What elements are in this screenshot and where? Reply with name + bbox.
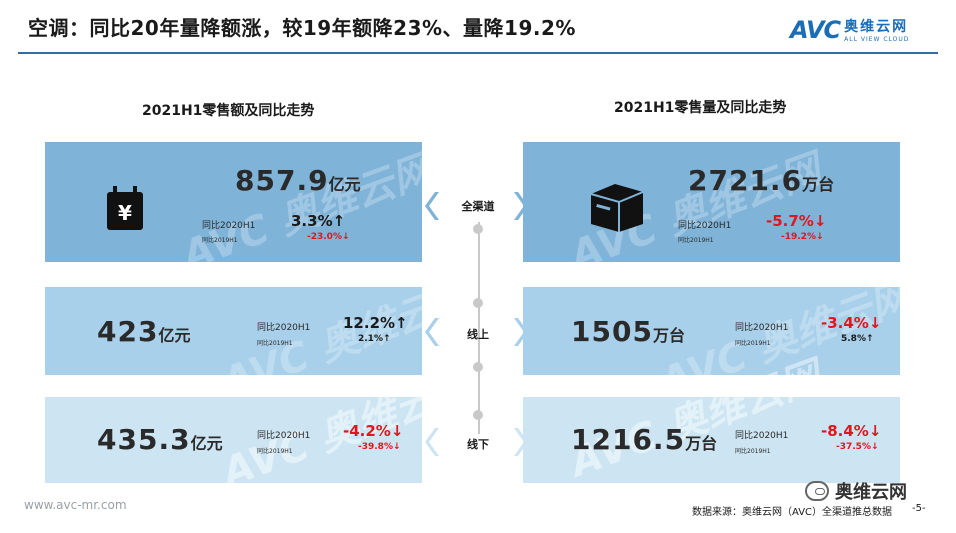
watermark: AVC 奥维云网 xyxy=(176,146,439,280)
chevron-left-icon xyxy=(425,192,439,220)
sales-offline-yoy2020-label: 同比2020H1 xyxy=(257,431,311,441)
sales-all-yoy2019-label: 同比2019H1 xyxy=(202,237,238,244)
connector-knob xyxy=(473,410,483,420)
volume-all-yoy2019-label: 同比2019H1 xyxy=(678,237,714,244)
wechat-icon xyxy=(805,481,829,501)
wechat-account: 奥维云网 xyxy=(805,478,907,504)
sales-all-yoy2020-label: 同比2020H1 xyxy=(202,221,256,231)
sales-offline-yoy2019-label: 同比2019H1 xyxy=(257,448,293,455)
sales-offline-yoy2020-value: -4.2%↓ xyxy=(343,422,404,440)
chevron-right-icon xyxy=(514,192,528,220)
connector-knob xyxy=(473,224,483,234)
volume-all-value: 2721.6万台 xyxy=(688,164,835,197)
chevron-left-icon xyxy=(425,318,439,346)
sales-online-yoy2019-value: 2.1%↑ xyxy=(358,334,391,344)
volume-online-yoy2020-label: 同比2020H1 xyxy=(735,323,789,333)
volume-offline-yoy2019-label: 同比2019H1 xyxy=(735,448,771,455)
channel-online-label: 线上 xyxy=(467,328,489,341)
yen-wallet-icon: ¥ xyxy=(105,186,145,236)
connector-knob xyxy=(473,362,483,372)
page-number: -5- xyxy=(912,503,926,514)
channel-all-label: 全渠道 xyxy=(461,200,495,213)
website-url: www.avc-mr.com xyxy=(24,498,127,512)
title-divider xyxy=(18,52,938,54)
sales-all-yoy2020-value: 3.3%↑ xyxy=(291,212,346,230)
connector-knob xyxy=(473,298,483,308)
sales-online-value: 423亿元 xyxy=(97,315,191,348)
volume-online-yoy2020-value: -3.4%↓ xyxy=(821,314,882,332)
package-box-icon xyxy=(585,180,649,238)
volume-section-title: 2021H1零售量及同比走势 xyxy=(614,100,787,116)
wechat-name: 奥维云网 xyxy=(835,482,907,503)
volume-online-value: 1505万台 xyxy=(571,315,685,348)
volume-online-card: AVC 奥维云网 1505万台 同比2020H1 同比2019H1 -3.4%↓… xyxy=(523,273,917,406)
volume-offline-yoy2019-value: -37.5%↓ xyxy=(836,442,879,452)
sales-section-title: 2021H1零售额及同比走势 xyxy=(142,103,315,119)
watermark: AVC 奥维云网 xyxy=(654,273,917,407)
volume-all-yoy2020-label: 同比2020H1 xyxy=(678,221,732,231)
chevron-left-icon xyxy=(425,428,439,456)
svg-text:¥: ¥ xyxy=(118,201,132,225)
sales-online-yoy2019-label: 同比2019H1 xyxy=(257,340,293,347)
chevron-right-icon xyxy=(514,318,528,346)
volume-offline-yoy2020-value: -8.4%↓ xyxy=(821,422,882,440)
data-source: 数据来源：奥维云网（AVC）全渠道推总数据 xyxy=(692,507,893,518)
sales-online-yoy2020-value: 12.2%↑ xyxy=(343,314,408,332)
chevron-right-icon xyxy=(514,428,528,456)
volume-all-yoy2020-value: -5.7%↓ xyxy=(766,212,827,230)
logo-cn: 奥维云网 xyxy=(844,19,909,35)
sales-all-card: AVC 奥维云网 ¥ 857.9亿元 同比2020H1 同比2019H1 3.3… xyxy=(45,142,439,279)
volume-offline-card: AVC 奥维云网 1216.5万台 同比2020H1 同比2019H1 -8.4… xyxy=(523,353,900,486)
volume-offline-value: 1216.5万台 xyxy=(571,423,718,456)
sales-offline-yoy2019-value: -39.8%↓ xyxy=(358,442,401,452)
sales-offline-card: AVC 奥维云网 435.3亿元 同比2020H1 同比2019H1 -4.2%… xyxy=(45,363,479,496)
channel-connector xyxy=(478,222,480,434)
volume-all-yoy2019-value: -19.2%↓ xyxy=(781,232,824,242)
avc-logo: AVC 奥维云网 ALL VIEW CLOUD xyxy=(790,16,909,44)
sales-online-yoy2020-label: 同比2020H1 xyxy=(257,323,311,333)
sales-all-value: 857.9亿元 xyxy=(235,164,361,197)
logo-en: ALL VIEW CLOUD xyxy=(844,36,910,43)
volume-all-card: AVC 奥维云网 2721.6万台 同比2020H1 同比2019H1 -5.7… xyxy=(523,142,900,279)
sales-online-card: AVC 奥维云网 423亿元 同比2020H1 同比2019H1 12.2%↑ … xyxy=(45,273,479,406)
channel-offline-label: 线下 xyxy=(467,438,489,451)
page-title: 空调：同比20年量降额涨，较19年额降23%、量降19.2% xyxy=(28,16,576,40)
volume-online-yoy2019-label: 同比2019H1 xyxy=(735,340,771,347)
logo-mark: AVC xyxy=(790,16,841,44)
sales-offline-value: 435.3亿元 xyxy=(97,423,223,456)
volume-offline-yoy2020-label: 同比2020H1 xyxy=(735,431,789,441)
volume-online-yoy2019-value: 5.8%↑ xyxy=(841,334,874,344)
sales-all-yoy2019-value: -23.0%↓ xyxy=(307,232,350,242)
